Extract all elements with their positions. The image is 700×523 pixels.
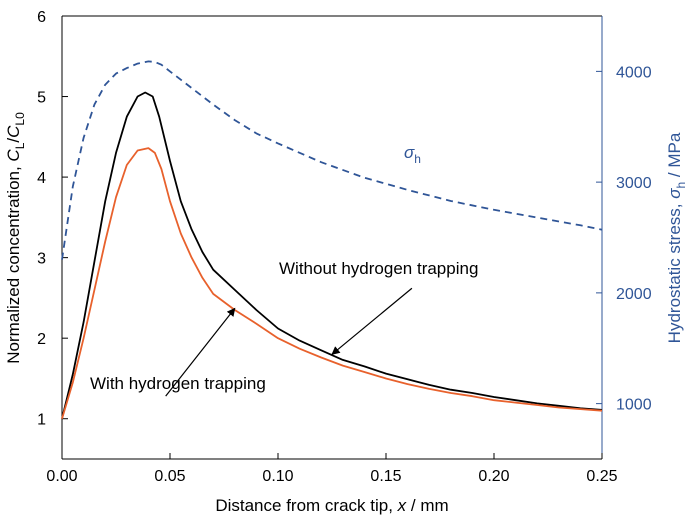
left-axis-title-den-sub: L0 <box>13 112 27 126</box>
left-tick-label: 3 <box>37 251 46 268</box>
right-axis-title-sub: h <box>674 182 688 189</box>
x-ticks: 0.00 0.05 0.10 0.15 0.20 0.25 <box>46 453 618 485</box>
sigma-h-label: σh <box>404 143 421 166</box>
x-tick-label: 0.00 <box>46 468 77 485</box>
right-tick-label: 3000 <box>616 175 652 192</box>
left-tick-label: 6 <box>37 9 46 26</box>
right-tick-label: 1000 <box>616 397 652 414</box>
x-axis-title-var: x <box>397 496 407 515</box>
series-layer <box>61 60 603 419</box>
x-tick-label: 0.15 <box>370 468 401 485</box>
right-tick-label: 4000 <box>616 64 652 81</box>
left-axis-title-num-sub: L <box>13 142 27 149</box>
x-tick-label: 0.10 <box>262 468 293 485</box>
right-tick-label: 2000 <box>616 286 652 303</box>
left-tick-label: 5 <box>37 90 46 107</box>
concentration-with-trapping-line <box>61 147 603 419</box>
x-axis-title: Distance from crack tip, x / mm <box>215 496 448 515</box>
left-tick-label: 2 <box>37 331 46 348</box>
left-axis-title-num: C <box>4 149 23 162</box>
x-axis-title-main: Distance from crack tip, <box>215 496 397 515</box>
right-axis-title-unit: / MPa <box>665 132 684 182</box>
left-axis-title-prefix: Normalized concentration, <box>4 162 23 364</box>
arrow-with-trapping <box>165 307 236 397</box>
left-tick-label: 1 <box>37 412 46 429</box>
left-axis-title: Normalized concentration, CL/CL0 <box>4 112 27 364</box>
annotation-without-trapping: Without hydrogen trapping <box>279 259 478 278</box>
sigma-h-label-var: σ <box>404 143 415 162</box>
right-axis-ticks: 1000 2000 3000 4000 <box>596 64 652 414</box>
left-axis-title-den: C <box>4 125 23 138</box>
left-axis-ticks: 1 2 3 4 5 6 <box>37 9 68 429</box>
x-axis-title-unit: / mm <box>406 496 449 515</box>
right-axis-title-var: σ <box>665 188 684 199</box>
annotation-layer <box>165 287 413 397</box>
right-axis-title-prefix: Hydrostatic stress, <box>665 199 684 344</box>
annotation-with-trapping: With hydrogen trapping <box>90 374 266 393</box>
x-tick-label: 0.25 <box>586 468 617 485</box>
left-tick-label: 4 <box>37 170 46 187</box>
right-axis-title: Hydrostatic stress, σh / MPa <box>665 132 688 343</box>
x-tick-label: 0.05 <box>154 468 185 485</box>
hydrostatic-stress-line <box>61 60 603 260</box>
left-axis-title-slash: / <box>4 138 23 143</box>
sigma-h-label-sub: h <box>414 152 421 166</box>
x-tick-label: 0.20 <box>478 468 509 485</box>
concentration-without-trapping-line <box>61 91 603 419</box>
arrow-without-trapping <box>331 287 413 355</box>
